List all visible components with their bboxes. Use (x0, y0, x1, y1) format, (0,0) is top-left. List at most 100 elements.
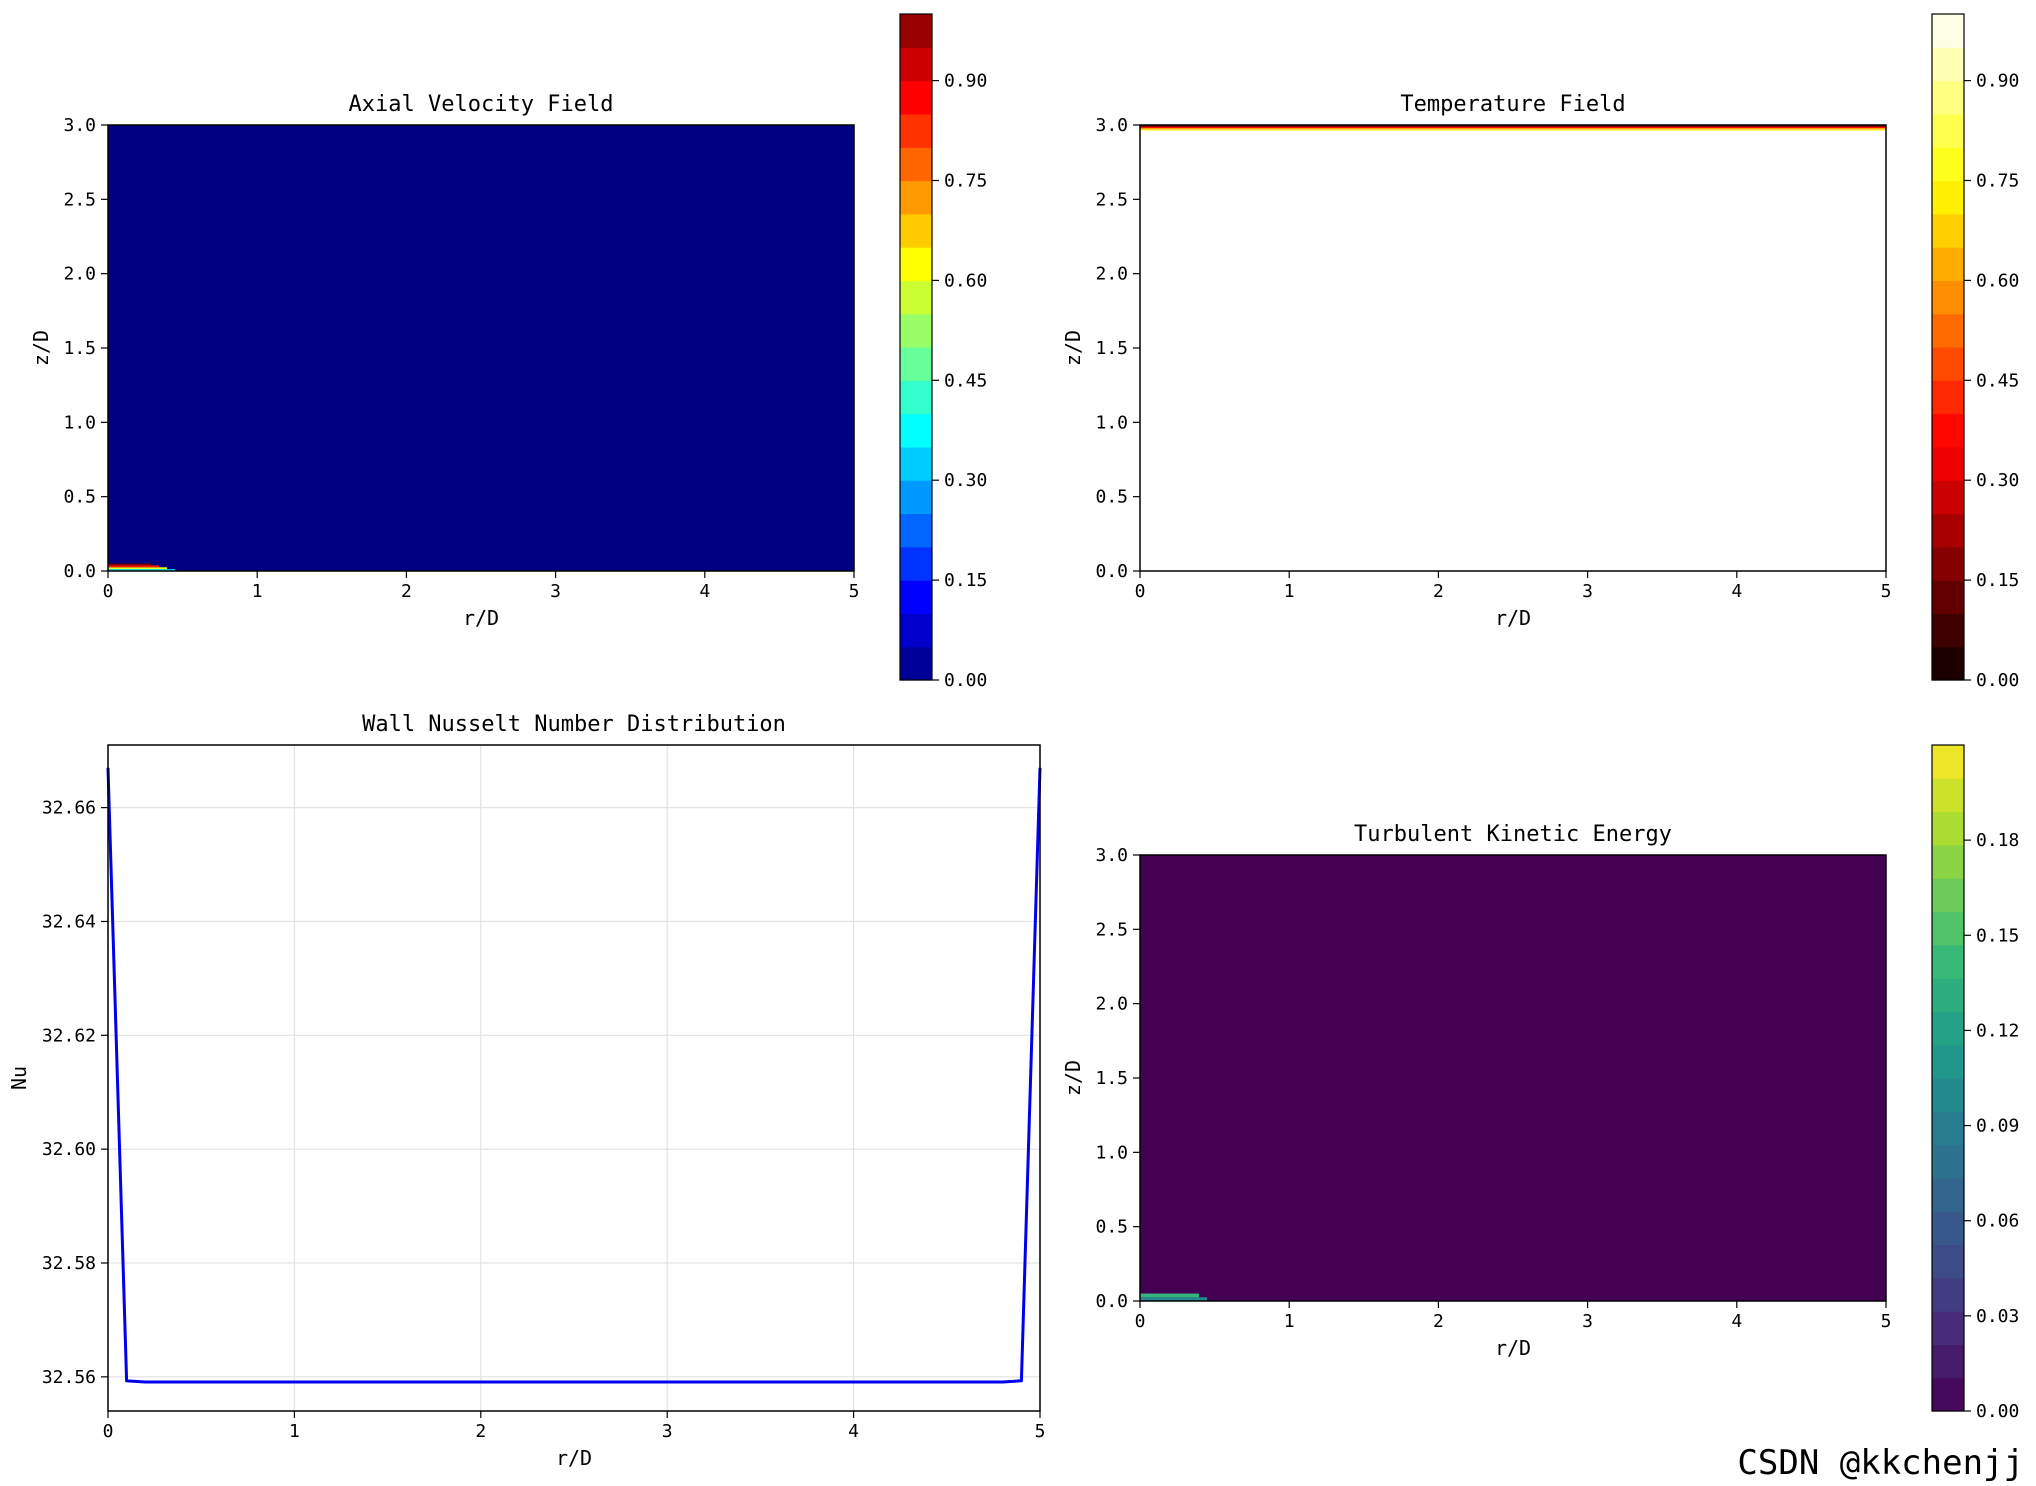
temperature-colorbar-level (1932, 380, 1964, 415)
tke-colorbar-level (1932, 844, 1964, 879)
temperature-field (1140, 125, 1886, 571)
temperature-xtick-label: 4 (1731, 581, 1742, 602)
temperature-ytick-label: 3.0 (1095, 115, 1128, 136)
temperature-xtick-label: 0 (1135, 581, 1146, 602)
tke-ylabel: z/D (1061, 1060, 1085, 1096)
velocity-colorbar-tick-label: 0.15 (944, 570, 987, 591)
temperature-contour-band (1140, 126, 1886, 128)
velocity-contour-band (108, 567, 168, 570)
velocity-colorbar-level (900, 546, 932, 581)
velocity-colorbar-level (900, 247, 932, 281)
temperature-ytick-label: 1.5 (1095, 338, 1128, 359)
velocity-colorbar-tick-label: 0.00 (944, 670, 987, 691)
velocity-xtick-label: 4 (699, 581, 710, 602)
velocity-colorbar-level (900, 480, 932, 515)
temperature-xtick-label: 3 (1582, 581, 1593, 602)
tke-xtick-label: 3 (1582, 1311, 1593, 1332)
tke-contour-band (1140, 1297, 1208, 1301)
tke-ytick-label: 3.0 (1095, 845, 1128, 866)
nusselt-panel: Wall Nusselt Number Distribution 0 1 2 3 4 5 32… (7, 712, 1045, 1470)
tke-xtick-label: 5 (1881, 1311, 1892, 1332)
temperature-colorbar-level (1932, 80, 1964, 115)
velocity-contour-band (108, 569, 176, 571)
nusselt-xtick-label: 4 (848, 1421, 859, 1442)
temperature-colorbar-level (1932, 546, 1964, 581)
tke-contour-band (1140, 1293, 1200, 1298)
tke-colorbar-tick-label: 0.00 (1976, 1401, 2019, 1422)
velocity-colorbar-tick-label: 0.45 (944, 370, 987, 391)
velocity-ytick-label: 2.0 (63, 264, 96, 285)
velocity-xtick-label: 3 (550, 581, 561, 602)
temperature-colorbar-level (1932, 413, 1964, 448)
velocity-xtick-label: 5 (849, 581, 860, 602)
tke-colorbar-level (1932, 878, 1964, 913)
temperature-colorbar-tick-label: 0.45 (1976, 370, 2019, 391)
velocity-colorbar-level (900, 646, 932, 681)
tke-colorbar-level (1932, 1211, 1964, 1246)
nusselt-xtick-label: 1 (289, 1421, 300, 1442)
velocity-colorbar-level (900, 47, 932, 82)
temperature-colorbar-tick-label: 0.00 (1976, 670, 2019, 691)
tke-colorbar-level (1932, 1377, 1964, 1412)
tke-colorbar-tick-label: 0.03 (1976, 1306, 2019, 1327)
tke-ytick-label: 2.5 (1095, 919, 1128, 940)
velocity-colorbar-level (900, 180, 932, 215)
tke-xlabel: r/D (1495, 1336, 1531, 1360)
velocity-ytick-label: 0.0 (63, 561, 96, 582)
velocity-colorbar-level (900, 280, 932, 315)
velocity-colorbar-level (900, 413, 932, 448)
velocity-colorbar-level (900, 213, 932, 248)
tke-colorbar-tick-label: 0.09 (1976, 1116, 2019, 1137)
velocity-panel: Axial Velocity Field 0 1 2 3 4 5 0.0 0.5 1.0 1.5 2.… (29, 13, 987, 691)
tke-colorbar-tick-label: 0.15 (1976, 925, 2019, 946)
temperature-ytick-label: 1.0 (1095, 412, 1128, 433)
temperature-colorbar-tick-label: 0.75 (1976, 171, 2019, 192)
temperature-colorbar-frame (1931, 13, 1965, 681)
velocity-colorbar-level (900, 147, 932, 182)
temperature-ytick-label: 0.0 (1095, 561, 1128, 582)
tke-colorbar-level (1932, 1078, 1964, 1112)
temperature-colorbar-level (1932, 513, 1964, 548)
temperature-colorbar-level (1932, 280, 1964, 315)
nusselt-xtick-label: 0 (103, 1421, 114, 1442)
velocity-colorbar-level (900, 80, 932, 115)
tke-colorbar-tick-label: 0.12 (1976, 1020, 2019, 1041)
temperature-ylabel: z/D (1061, 330, 1085, 366)
temperature-xlabel: r/D (1495, 606, 1531, 630)
tke-panel: Turbulent Kinetic Energy 0 1 2 3 4 5 0.0 0.5 1.0 1… (1061, 744, 2019, 1422)
temperature-colorbar-level (1932, 47, 1964, 82)
temperature-colorbar-level (1932, 213, 1964, 248)
velocity-ytick-label: 2.5 (63, 189, 96, 210)
nusselt-xtick-label: 5 (1035, 1421, 1046, 1442)
tke-colorbar-level (1932, 1011, 1964, 1046)
tke-xtick-label: 1 (1284, 1311, 1295, 1332)
temperature-colorbar-level (1932, 580, 1964, 614)
velocity-contour-band (108, 563, 151, 566)
tke-colorbar-frame (1931, 744, 1965, 1412)
nusselt-ytick-label: 32.60 (42, 1139, 96, 1160)
tke-xtick-label: 4 (1731, 1311, 1742, 1332)
tke-colorbar-level (1932, 911, 1964, 946)
tke-colorbar-level (1932, 1044, 1964, 1079)
temperature-colorbar-level (1932, 480, 1964, 515)
velocity-xtick-label: 0 (103, 581, 114, 602)
velocity-colorbar-level (900, 347, 932, 381)
velocity-ytick-label: 3.0 (63, 115, 96, 136)
tke-colorbar-tick-label: 0.06 (1976, 1211, 2019, 1232)
tke-colorbar-level (1932, 944, 1964, 979)
temperature-colorbar-level (1932, 446, 1964, 481)
nusselt-xtick-label: 2 (475, 1421, 486, 1442)
temperature-colorbar-level (1932, 147, 1964, 182)
velocity-colorbar-level (900, 446, 932, 481)
velocity-field (108, 125, 854, 571)
nusselt-ytick-label: 32.64 (42, 911, 96, 932)
velocity-colorbar-tick-label: 0.75 (944, 171, 987, 192)
tke-colorbar-level (1932, 1111, 1964, 1146)
temperature-title: Temperature Field (1400, 92, 1625, 117)
nusselt-xtick-label: 3 (662, 1421, 673, 1442)
temperature-colorbar-tick-label: 0.30 (1976, 470, 2019, 491)
tke-colorbar-level (1932, 1244, 1964, 1279)
velocity-ytick-label: 1.0 (63, 412, 96, 433)
nusselt-title: Wall Nusselt Number Distribution (362, 712, 786, 737)
